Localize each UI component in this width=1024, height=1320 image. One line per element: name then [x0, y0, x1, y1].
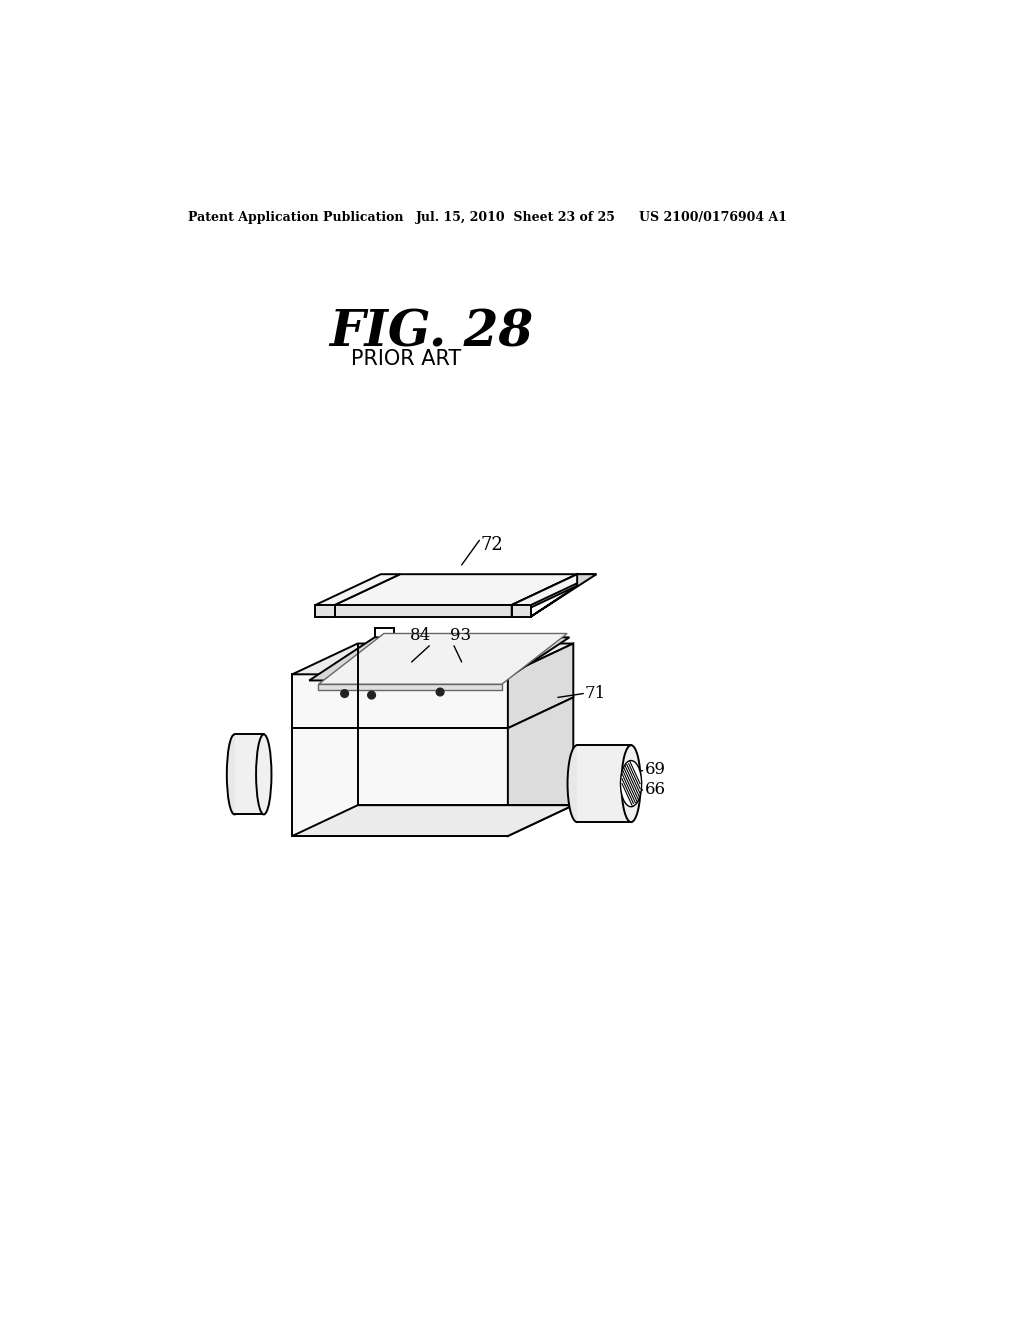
Polygon shape	[315, 574, 400, 605]
Text: 72: 72	[481, 536, 504, 553]
Text: Jul. 15, 2010  Sheet 23 of 25: Jul. 15, 2010 Sheet 23 of 25	[416, 211, 615, 224]
Polygon shape	[376, 628, 394, 649]
Polygon shape	[508, 697, 573, 836]
Ellipse shape	[256, 734, 271, 814]
Text: Patent Application Publication: Patent Application Publication	[188, 211, 403, 224]
Text: US 2100/0176904 A1: US 2100/0176904 A1	[639, 211, 786, 224]
Polygon shape	[309, 638, 569, 681]
Polygon shape	[512, 574, 578, 616]
Polygon shape	[315, 605, 335, 616]
Polygon shape	[335, 574, 578, 605]
Polygon shape	[367, 649, 402, 667]
Polygon shape	[512, 605, 531, 616]
Text: 93: 93	[451, 627, 471, 644]
Polygon shape	[292, 675, 508, 729]
Text: 84: 84	[410, 627, 431, 644]
Polygon shape	[318, 634, 567, 684]
Polygon shape	[318, 684, 502, 690]
Text: PRIOR ART: PRIOR ART	[351, 350, 462, 370]
Polygon shape	[292, 729, 508, 836]
Polygon shape	[578, 744, 631, 822]
Text: FIG. 28: FIG. 28	[329, 309, 532, 358]
Polygon shape	[292, 644, 573, 675]
Ellipse shape	[622, 744, 641, 822]
Polygon shape	[335, 605, 512, 616]
Text: 71: 71	[585, 685, 606, 702]
Text: 69: 69	[645, 760, 666, 777]
Polygon shape	[512, 574, 596, 605]
Polygon shape	[234, 734, 264, 814]
Text: 66: 66	[645, 781, 666, 799]
Polygon shape	[292, 805, 573, 836]
Polygon shape	[531, 574, 596, 616]
Ellipse shape	[226, 734, 243, 814]
Circle shape	[436, 688, 444, 696]
Circle shape	[368, 692, 376, 700]
Circle shape	[341, 689, 348, 697]
Polygon shape	[508, 644, 573, 729]
Ellipse shape	[567, 744, 587, 822]
Ellipse shape	[621, 760, 642, 807]
